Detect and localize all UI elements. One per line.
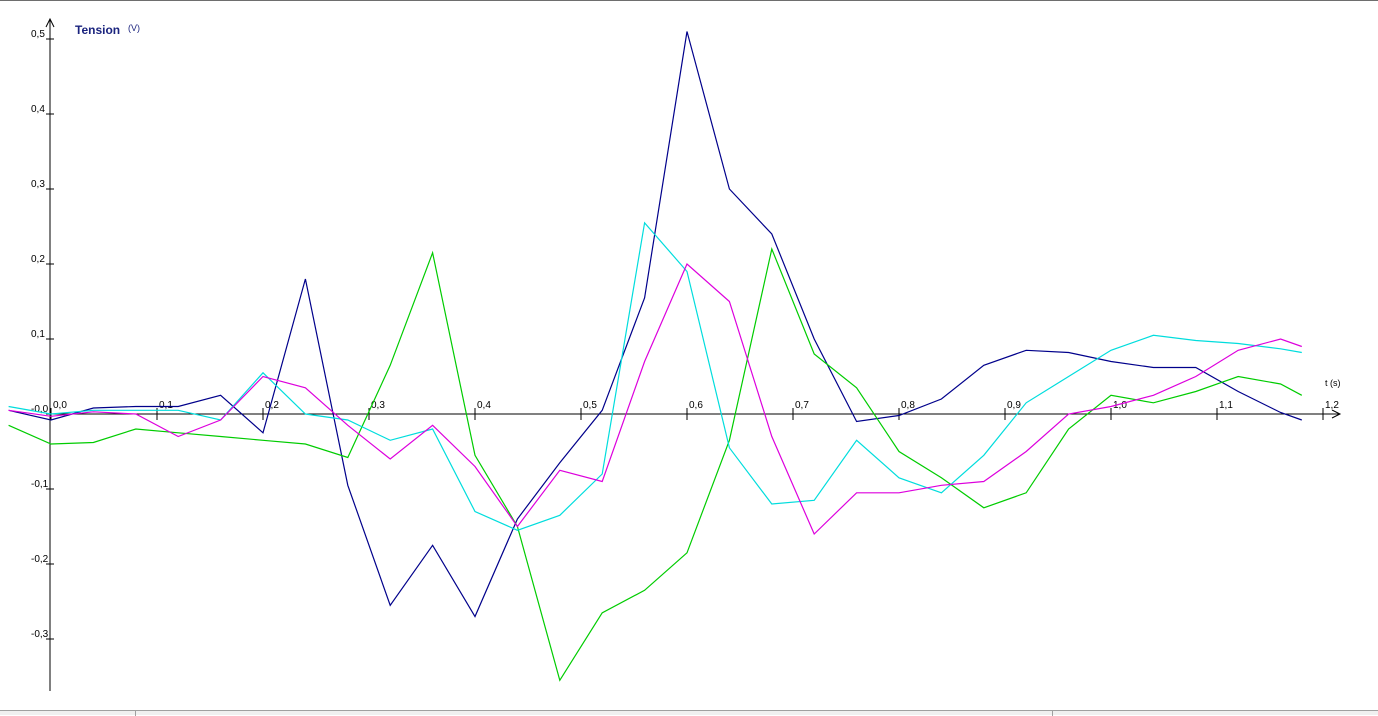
y-tick-label: 0,4 <box>31 104 45 115</box>
x-tick-label: 0,5 <box>583 400 597 411</box>
y-tick-label: 0,1 <box>31 329 45 340</box>
y-tick-label: 0,2 <box>31 254 45 265</box>
x-tick-label: 1,1 <box>1219 400 1233 411</box>
x-tick-label: 1,0 <box>1113 400 1127 411</box>
x-axis-arrow <box>1331 409 1342 419</box>
x-tick-label: 0,3 <box>371 400 385 411</box>
y-tick-label: 0,5 <box>31 29 45 40</box>
x-tick-label: 1,2 <box>1325 400 1339 411</box>
x-tick-label: 0,0 <box>53 400 67 411</box>
y-tick-label: -0,0 <box>31 404 49 415</box>
x-tick-label: 0,4 <box>477 400 491 411</box>
series-line <box>8 263 1303 536</box>
x-tick-label: 0,7 <box>795 400 809 411</box>
chart-title-unit: (V) <box>128 23 140 33</box>
series-line <box>8 246 1303 682</box>
x-axis-label: t (s) <box>1325 378 1341 388</box>
y-tick-label: -0,3 <box>31 629 49 640</box>
x-tick-label: 0,2 <box>265 400 279 411</box>
series-line <box>8 31 1303 618</box>
x-tick-label: 0,1 <box>159 400 173 411</box>
y-axis-arrow <box>45 17 55 28</box>
x-tick-label: 0,8 <box>901 400 915 411</box>
series-line <box>8 221 1302 531</box>
chart-title: Tension <box>75 23 120 37</box>
y-tick-label: 0,3 <box>31 179 45 190</box>
axes: -0,3 -0,2 -0,1 -0,0 0,1 0,2 0,3 0,4 0,5 0,0 0,1 0,2… <box>31 17 1342 691</box>
series-layer <box>8 31 1303 682</box>
y-tick-label: -0,2 <box>31 554 49 565</box>
x-tick-label: 0,9 <box>1007 400 1021 411</box>
x-tick-label: 0,6 <box>689 400 703 411</box>
status-strip <box>0 710 1378 716</box>
y-tick-label: -0,1 <box>31 479 49 490</box>
